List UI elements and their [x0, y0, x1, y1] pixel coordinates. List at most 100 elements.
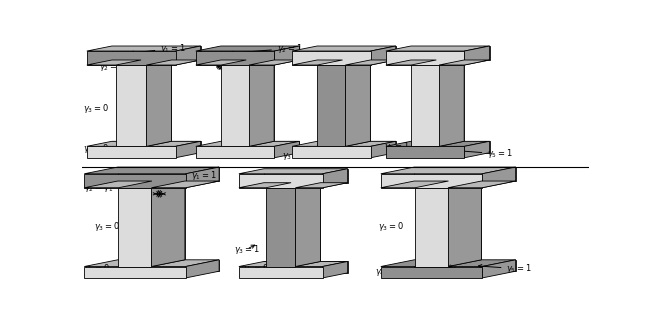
Polygon shape [317, 65, 345, 146]
Polygon shape [221, 65, 249, 146]
Polygon shape [186, 260, 219, 278]
Polygon shape [343, 60, 370, 141]
Polygon shape [152, 260, 219, 267]
Polygon shape [264, 261, 347, 273]
Polygon shape [386, 146, 464, 158]
Polygon shape [292, 51, 371, 65]
Polygon shape [266, 183, 320, 188]
Text: $\gamma_2=0$: $\gamma_2=0$ [385, 174, 411, 187]
Polygon shape [317, 60, 370, 65]
Polygon shape [152, 181, 185, 267]
Polygon shape [386, 60, 436, 65]
Polygon shape [411, 46, 489, 60]
Text: $\gamma_4=0$: $\gamma_4=0$ [84, 262, 110, 275]
Polygon shape [345, 60, 396, 65]
Text: $\gamma_4=1$: $\gamma_4=1$ [385, 140, 410, 153]
Text: $\gamma_3=1$: $\gamma_3=1$ [211, 146, 237, 159]
Text: $\gamma_4=0$: $\gamma_4=0$ [243, 262, 269, 275]
Polygon shape [448, 260, 515, 267]
Polygon shape [84, 174, 186, 188]
Polygon shape [87, 141, 141, 146]
Polygon shape [175, 141, 201, 158]
Polygon shape [386, 141, 436, 146]
Polygon shape [196, 46, 300, 51]
Polygon shape [239, 183, 291, 188]
Polygon shape [381, 260, 449, 267]
Text: $\gamma_3=1$: $\gamma_3=1$ [234, 243, 260, 256]
Polygon shape [371, 46, 396, 65]
Polygon shape [112, 141, 201, 153]
Text: $\gamma_3=0$: $\gamma_3=0$ [94, 220, 120, 233]
Polygon shape [464, 141, 489, 158]
Text: $\gamma_4=0$: $\gamma_4=0$ [83, 142, 109, 155]
Polygon shape [482, 167, 515, 188]
Text: $\gamma_2=0$: $\gamma_2=0$ [247, 174, 273, 187]
Polygon shape [196, 146, 275, 158]
Polygon shape [381, 181, 449, 188]
Polygon shape [296, 183, 320, 267]
Polygon shape [246, 60, 274, 141]
Polygon shape [116, 65, 146, 146]
Polygon shape [175, 46, 201, 65]
Polygon shape [371, 141, 396, 158]
Polygon shape [249, 141, 300, 146]
Polygon shape [415, 181, 481, 188]
Polygon shape [317, 141, 396, 153]
Text: $\gamma_5=1$: $\gamma_5=1$ [479, 262, 532, 275]
Polygon shape [221, 60, 274, 65]
Polygon shape [84, 181, 152, 188]
Polygon shape [118, 181, 185, 188]
Polygon shape [345, 141, 396, 146]
Polygon shape [439, 141, 489, 146]
Polygon shape [322, 169, 347, 188]
Polygon shape [266, 188, 296, 267]
Polygon shape [411, 60, 464, 65]
Polygon shape [386, 51, 464, 65]
Polygon shape [239, 261, 291, 267]
Text: $\gamma_3=0$: $\gamma_3=0$ [83, 102, 109, 115]
Polygon shape [264, 169, 347, 183]
Polygon shape [196, 51, 275, 65]
Polygon shape [322, 261, 347, 278]
Polygon shape [411, 141, 489, 153]
Text: $\gamma_3=0$: $\gamma_3=0$ [378, 220, 404, 233]
Polygon shape [249, 60, 274, 146]
Text: $\gamma_1=0$: $\gamma_1=0$ [421, 174, 446, 187]
Polygon shape [84, 260, 152, 267]
Text: $\gamma_2=\gamma_1$: $\gamma_2=\gamma_1$ [84, 183, 114, 194]
Polygon shape [146, 141, 201, 146]
Polygon shape [196, 141, 246, 146]
Polygon shape [381, 267, 482, 278]
Polygon shape [275, 141, 300, 158]
Polygon shape [112, 46, 201, 60]
Polygon shape [381, 174, 482, 188]
Text: $\gamma_5=0$: $\gamma_5=0$ [125, 146, 150, 159]
Polygon shape [146, 60, 171, 146]
Polygon shape [292, 141, 343, 146]
Polygon shape [249, 60, 300, 65]
Polygon shape [482, 260, 515, 278]
Polygon shape [118, 260, 219, 271]
Text: $\gamma_2=1$: $\gamma_2=1$ [230, 42, 303, 55]
Polygon shape [292, 46, 396, 51]
Polygon shape [436, 60, 464, 141]
Polygon shape [414, 260, 515, 271]
Text: $\gamma_4=1$: $\gamma_4=1$ [294, 146, 319, 159]
Polygon shape [414, 167, 515, 181]
Polygon shape [239, 169, 347, 174]
Polygon shape [239, 174, 322, 188]
Polygon shape [221, 141, 300, 153]
Text: $\gamma_5=1$: $\gamma_5=1$ [454, 148, 513, 160]
Polygon shape [84, 267, 186, 278]
Polygon shape [464, 46, 489, 65]
Polygon shape [116, 60, 171, 65]
Polygon shape [87, 46, 201, 51]
Polygon shape [118, 167, 219, 181]
Polygon shape [87, 51, 175, 65]
Text: $\gamma_1=1$: $\gamma_1=1$ [130, 42, 186, 55]
Polygon shape [381, 167, 515, 174]
Polygon shape [196, 60, 246, 65]
Polygon shape [439, 60, 489, 65]
Polygon shape [449, 181, 481, 260]
Text: $\gamma_5=0$: $\gamma_5=0$ [131, 267, 158, 280]
